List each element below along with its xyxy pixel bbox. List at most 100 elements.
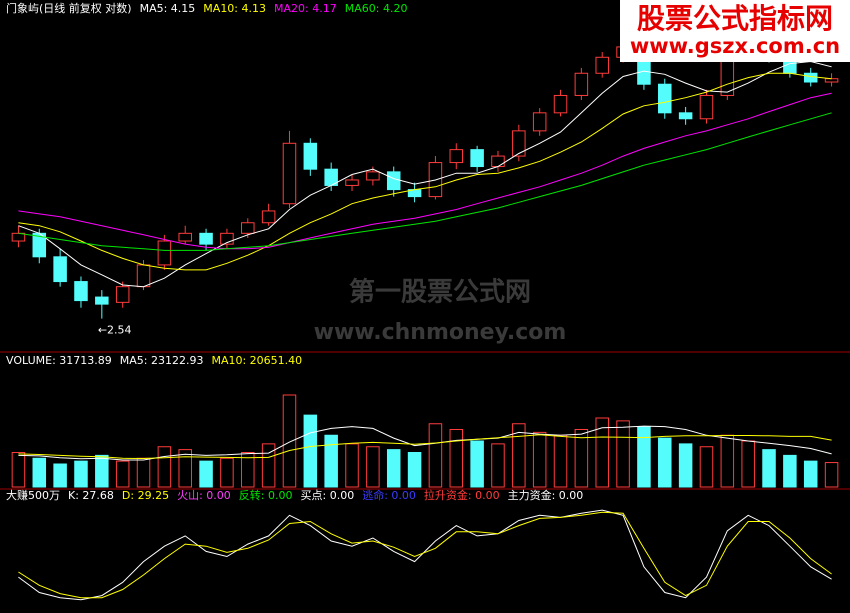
volume-bar <box>512 423 526 488</box>
legend-entry: 主力资金: 0.00 <box>508 488 584 502</box>
candle-body <box>491 155 505 168</box>
candle-body <box>74 281 88 302</box>
series-line <box>18 511 832 599</box>
volume-bar <box>553 434 568 488</box>
candle-body <box>803 72 818 83</box>
volume-bar <box>574 429 589 488</box>
volume-bar <box>762 449 776 488</box>
candle-body <box>366 171 380 181</box>
volume-bar <box>407 452 422 488</box>
volume-bar <box>470 440 484 488</box>
legend-entry: 买点: 0.00 <box>301 489 355 502</box>
series-line <box>18 92 832 250</box>
candle-body <box>658 83 672 114</box>
legend-entry: MA5: 23122.93 <box>120 354 204 367</box>
volume-bar <box>157 446 172 488</box>
legend-entry: 反转: 0.00 <box>239 488 293 502</box>
volume-bar <box>324 434 338 488</box>
candle-body <box>199 232 213 245</box>
volume-bar <box>449 429 464 488</box>
volume-bar <box>658 437 672 488</box>
volume-bar <box>32 457 47 488</box>
candle-body <box>95 296 109 305</box>
candle-body <box>553 94 568 114</box>
volume-bar <box>741 440 755 488</box>
brand-box <box>620 0 850 62</box>
candle-body <box>178 232 192 242</box>
series-line <box>18 72 832 271</box>
candle-body <box>386 171 401 191</box>
volume-bar <box>241 452 255 488</box>
candle-body <box>595 56 609 74</box>
volume-bar <box>11 452 26 488</box>
volume-bar <box>616 420 630 488</box>
legend-entry: 门象屿(日线 前复权 对数) <box>6 1 132 15</box>
candle-body <box>53 256 67 283</box>
series-line <box>18 60 832 288</box>
volume-bar <box>53 463 67 488</box>
legend-entry: MA10: 20651.40 <box>211 354 302 367</box>
series-line <box>18 509 832 601</box>
volume-bar <box>678 443 693 488</box>
legend-entry: MA60: 4.20 <box>345 2 408 15</box>
volume-bar <box>115 460 130 488</box>
candle-body <box>512 130 526 157</box>
volume-bar <box>345 443 359 488</box>
volume-bar <box>824 462 839 488</box>
legend-entry: D: 29.25 <box>122 489 169 502</box>
volume-bar <box>303 414 318 488</box>
legend-entry: MA20: 4.17 <box>274 2 337 15</box>
volume-bar <box>637 426 651 488</box>
candle-body <box>824 78 839 83</box>
volume-bar <box>803 460 818 488</box>
candle-body <box>157 240 172 266</box>
candle-body <box>532 112 547 132</box>
volume-bar <box>428 423 443 488</box>
candle-body <box>699 94 714 120</box>
candle-body <box>282 142 297 205</box>
legend-entry: 逃命: 0.00 <box>362 488 416 502</box>
legend-entry: 大赚500万 <box>6 488 60 502</box>
volume-bar <box>136 457 151 488</box>
brand: 股票公式指标网 <box>637 2 833 35</box>
legend-entry: MA5: 4.15 <box>140 2 196 15</box>
volume-bar <box>720 434 735 488</box>
candle-body <box>261 210 276 224</box>
legend-entry: 火山: 0.00 <box>177 489 231 502</box>
candle-body <box>303 142 318 170</box>
volume-bar <box>95 454 109 488</box>
brand-url: www.gszx.com.cn <box>630 34 840 58</box>
volume-bar <box>386 449 401 488</box>
volume-bar <box>178 449 192 488</box>
annotation: ←2.54 <box>98 324 132 337</box>
legend-entry: K: 27.68 <box>68 489 114 502</box>
candle-body <box>136 264 151 288</box>
candle-body <box>115 286 130 303</box>
volume-bar <box>595 417 609 488</box>
watermark: 第一股票公式网 <box>349 277 531 308</box>
volume-bar <box>699 446 714 488</box>
volume-bar <box>261 443 276 488</box>
volume-bar <box>282 394 297 488</box>
legend-entry: 拉升资金: 0.00 <box>424 488 500 502</box>
series-line <box>18 434 832 460</box>
candle-body <box>678 112 693 120</box>
legend-entry: VOLUME: 31713.89 <box>6 354 112 367</box>
candle-body <box>11 232 26 242</box>
candle-body <box>470 149 484 168</box>
candle-body <box>241 222 255 234</box>
legend-entry: MA10: 4.13 <box>203 2 266 15</box>
candle-body <box>574 72 589 96</box>
volume-bar <box>532 431 547 488</box>
watermark-url: www.chnmoney.com <box>314 320 567 345</box>
volume-bar <box>783 454 797 488</box>
volume-bar <box>199 460 213 488</box>
candle-body <box>220 232 234 245</box>
candle-body <box>449 149 464 164</box>
candle-body <box>345 179 359 186</box>
volume-bar <box>220 457 234 488</box>
volume-bar <box>74 460 88 488</box>
series-line <box>18 112 832 251</box>
volume-bar <box>366 446 380 488</box>
